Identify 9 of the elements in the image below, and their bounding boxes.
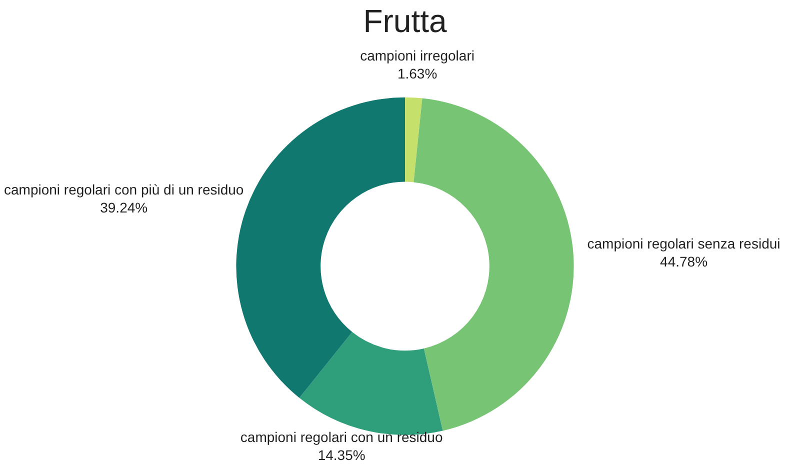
data-label: 14.35% xyxy=(318,446,366,463)
chart-title: Frutta xyxy=(363,3,447,40)
slice-label: campioni regolari con più di un residuo xyxy=(4,181,244,198)
slice-label: campioni irregolari xyxy=(360,48,474,64)
data-label: 39.24% xyxy=(100,199,148,216)
data-label: 44.78% xyxy=(660,254,708,270)
slice-label: campioni regolari senza residui xyxy=(587,236,780,252)
slice-label: campioni regolari con un residuo xyxy=(240,428,443,445)
data-label: 1.63% xyxy=(397,66,438,82)
